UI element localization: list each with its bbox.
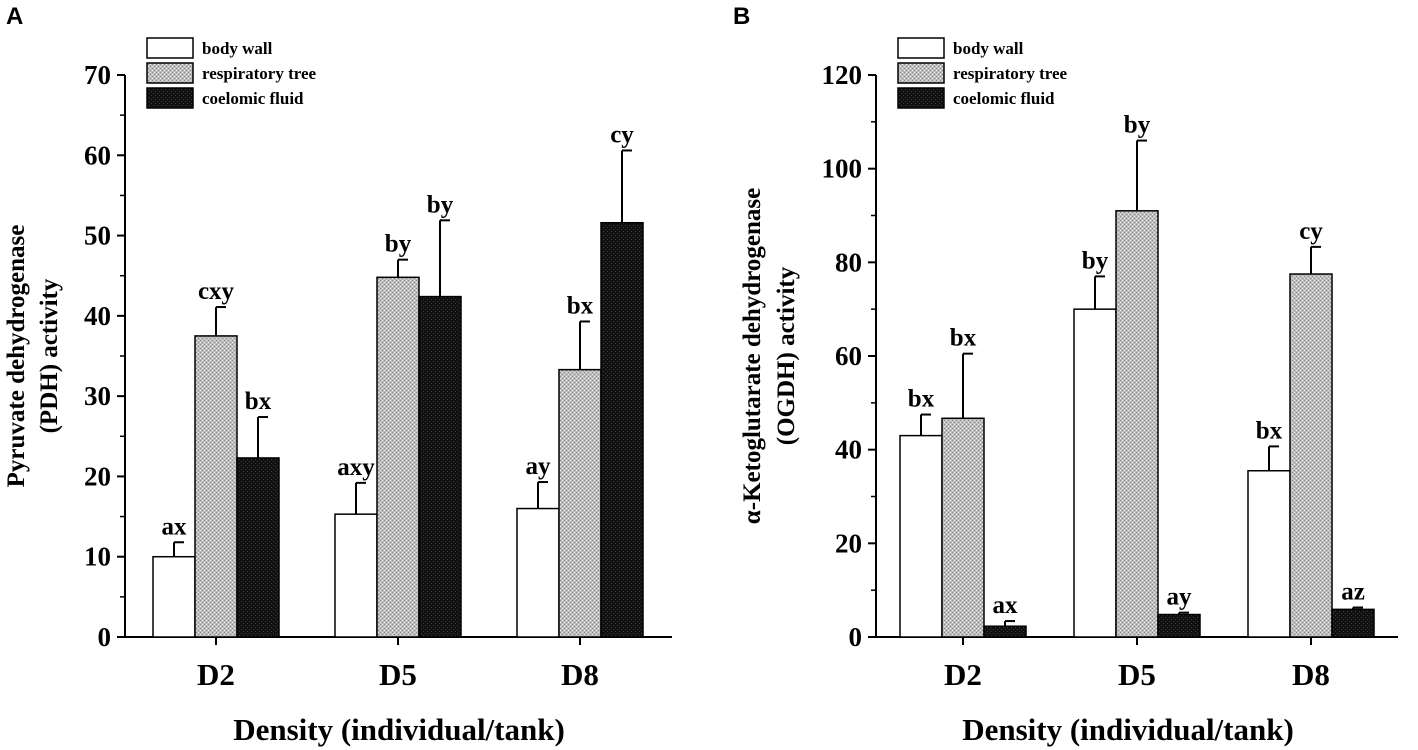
bar-body-wall [516, 507, 560, 638]
bar-coelomic-fluid [236, 457, 280, 638]
y-tick-label: 50 [84, 221, 111, 251]
significance-label: ay [1167, 584, 1193, 611]
y-tick-label: 10 [84, 542, 111, 572]
significance-label: axy [337, 454, 375, 481]
x-tick-label: D5 [1118, 657, 1156, 692]
significance-label: bx [950, 325, 977, 352]
x-tick-label: D8 [561, 657, 599, 692]
panel-label: B [733, 3, 750, 30]
y-tick-label: 70 [84, 60, 111, 90]
y-tick-label: 40 [84, 301, 111, 331]
legend-label: coelomic fluid [202, 89, 304, 108]
significance-label: cxy [198, 278, 235, 305]
y-axis-title-line-2: (PDH) activity [36, 278, 63, 433]
significance-label: by [427, 191, 454, 218]
bar-respiratory-tree [941, 417, 985, 638]
significance-label: cy [1299, 218, 1323, 245]
y-tick-label: 80 [835, 247, 862, 277]
y-tick-label: 0 [98, 622, 112, 652]
bar-coelomic-fluid [1331, 608, 1375, 638]
significance-label: cy [610, 121, 634, 148]
significance-label: az [1341, 578, 1365, 605]
significance-label: by [385, 231, 412, 258]
bar-body-wall [1247, 469, 1291, 638]
y-axis-title-line-2: (OGDH) activity [773, 266, 800, 445]
x-tick-label: D2 [197, 657, 235, 692]
x-tick-label: D2 [944, 657, 982, 692]
y-axis-title-line-1: α-Ketoglutarate dehydrogenase [739, 188, 766, 524]
bar-body-wall [334, 513, 378, 638]
bar-respiratory-tree [558, 368, 602, 638]
legend-label: coelomic fluid [953, 89, 1055, 108]
y-tick-label: 30 [84, 381, 111, 411]
bar-coelomic-fluid [418, 295, 462, 638]
legend-label: body wall [202, 39, 273, 58]
significance-label: ax [162, 513, 188, 540]
y-tick-label: 60 [84, 140, 111, 170]
y-tick-label: 40 [835, 435, 862, 465]
legend-swatch [146, 37, 194, 59]
y-tick-label: 20 [84, 461, 111, 491]
bar-body-wall [899, 434, 943, 638]
significance-label: bx [245, 388, 272, 415]
legend-label: respiratory tree [953, 64, 1068, 83]
y-tick-label: 60 [835, 341, 862, 371]
bar-respiratory-tree [1115, 210, 1159, 638]
significance-label: by [1082, 247, 1109, 274]
bar-respiratory-tree [1289, 273, 1333, 638]
x-axis-title: Density (individual/tank) [233, 712, 565, 747]
legend-label: body wall [953, 39, 1024, 58]
bar-coelomic-fluid [1157, 613, 1201, 638]
legend-label: respiratory tree [202, 64, 317, 83]
y-axis-title-line-1: Pyruvate dehydrogenase [3, 225, 30, 488]
significance-label: bx [1256, 417, 1283, 444]
significance-label: bx [567, 292, 594, 319]
legend-swatch [897, 62, 945, 84]
bar-coelomic-fluid [983, 625, 1027, 638]
bar-respiratory-tree [194, 335, 238, 638]
legend-swatch [146, 62, 194, 84]
x-axis-title: Density (individual/tank) [962, 712, 1294, 747]
y-tick-label: 100 [822, 154, 863, 184]
x-tick-label: D8 [1292, 657, 1330, 692]
y-tick-label: 120 [822, 60, 863, 90]
bar-respiratory-tree [376, 276, 420, 638]
panel-label: A [6, 3, 23, 30]
significance-label: bx [908, 386, 935, 413]
x-tick-label: D5 [379, 657, 417, 692]
y-tick-label: 0 [849, 622, 863, 652]
panel-b: B α-Ketoglutarate dehydrogenase (OGDH) a… [733, 3, 1398, 747]
legend-swatch [897, 87, 945, 109]
legend-swatch [897, 37, 945, 59]
bar-coelomic-fluid [600, 221, 644, 638]
bar-body-wall [152, 555, 196, 638]
significance-label: ax [993, 592, 1019, 619]
significance-label: ay [526, 453, 552, 480]
bar-body-wall [1073, 308, 1117, 638]
panel-a: A Pyruvate dehydrogenase (PDH) activity … [3, 3, 672, 747]
legend-swatch [146, 87, 194, 109]
significance-label: by [1124, 112, 1151, 139]
y-tick-label: 20 [835, 528, 862, 558]
